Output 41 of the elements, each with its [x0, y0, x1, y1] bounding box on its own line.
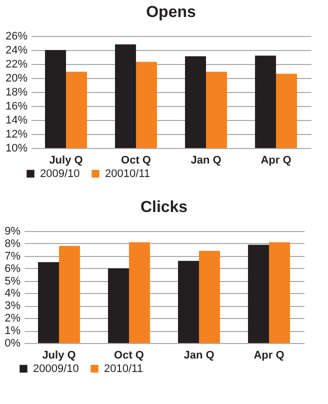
- y-tick-label: 1%: [4, 325, 21, 338]
- bar: [38, 262, 59, 343]
- legend-label: 20009/10: [33, 362, 79, 375]
- bar: [199, 250, 220, 343]
- y-tick-label: 6%: [4, 262, 21, 275]
- bar: [269, 242, 290, 343]
- y-tick-label: 7%: [4, 250, 21, 262]
- x-tick-label: Oct Q: [114, 350, 144, 362]
- y-tick-label: 26%: [5, 30, 28, 42]
- x-tick-label: Jan Q: [184, 350, 215, 362]
- legend-label: 2009/10: [40, 168, 80, 180]
- chart-title: Clicks: [140, 199, 188, 216]
- bar: [178, 260, 199, 343]
- y-tick-label: 9%: [4, 226, 21, 238]
- chart-title: Opens: [146, 4, 196, 21]
- x-tick-label: Jan Q: [190, 154, 222, 166]
- bar: [108, 268, 129, 343]
- x-tick-label: Apr Q: [254, 350, 285, 362]
- x-tick-label: July Q: [49, 154, 84, 166]
- y-tick-label: 16%: [5, 100, 28, 112]
- x-tick-label: Apr Q: [260, 154, 292, 166]
- bar: [129, 242, 150, 343]
- y-tick-label: 2%: [4, 312, 21, 325]
- y-tick-label: 4%: [4, 288, 21, 300]
- y-tick-label: 5%: [4, 275, 21, 288]
- y-tick-label: 20%: [5, 72, 28, 84]
- legend-label: 20010/11: [105, 168, 150, 180]
- y-tick-label: 12%: [5, 128, 28, 140]
- y-tick-label: 0%: [4, 338, 21, 350]
- bar: [59, 246, 80, 343]
- y-tick-label: 22%: [5, 58, 28, 70]
- x-tick-label: Oct Q: [121, 154, 152, 166]
- y-tick-label: 3%: [4, 300, 21, 312]
- y-tick-label: 14%: [5, 114, 28, 126]
- x-tick-label: July Q: [42, 350, 76, 362]
- bar: [248, 244, 269, 343]
- legend-label: 2010/11: [104, 362, 143, 375]
- y-tick-label: 24%: [5, 44, 28, 56]
- y-tick-label: 10%: [5, 142, 28, 154]
- y-tick-label: 18%: [5, 86, 28, 98]
- y-tick-label: 8%: [4, 238, 21, 250]
